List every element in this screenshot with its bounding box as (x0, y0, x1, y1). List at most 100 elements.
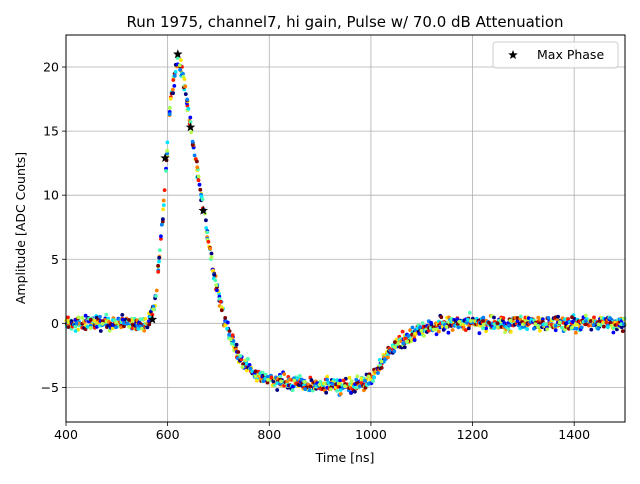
data-point (376, 371, 380, 375)
data-point (88, 317, 93, 322)
data-point (570, 325, 574, 330)
data-point (158, 248, 162, 253)
data-point (138, 317, 143, 322)
data-point (190, 143, 195, 147)
data-point (213, 278, 218, 283)
data-point (167, 112, 172, 116)
data-point (200, 197, 205, 202)
data-point (509, 330, 513, 334)
data-point (484, 326, 488, 331)
data-point (466, 326, 471, 331)
data-point (171, 78, 176, 82)
data-point (236, 350, 241, 354)
data-point (481, 322, 486, 327)
data-point (574, 330, 578, 335)
data-point (450, 328, 455, 332)
data-point (608, 320, 613, 325)
data-point (110, 326, 115, 331)
data-point (246, 357, 250, 361)
data-point (609, 323, 614, 328)
legend-box (492, 41, 619, 69)
data-point (151, 304, 156, 309)
data-point (546, 316, 551, 320)
y-tick-label: 20 (43, 60, 59, 75)
data-point (506, 326, 511, 331)
max-phase-star (185, 122, 196, 132)
data-point (538, 328, 542, 333)
data-point (159, 234, 163, 239)
data-point (215, 288, 219, 293)
data-point (157, 255, 162, 260)
plot-area-frame (65, 34, 626, 423)
data-point (507, 323, 511, 328)
y-tick-label: 10 (43, 188, 59, 203)
data-point (392, 349, 397, 354)
data-point (151, 307, 156, 312)
data-point (154, 294, 158, 298)
max-phase-star (198, 205, 208, 215)
data-point (171, 91, 176, 95)
data-point (156, 270, 161, 274)
data-point (98, 314, 102, 319)
grid (65, 35, 625, 422)
data-point (307, 388, 312, 393)
data-point (234, 342, 239, 347)
data-point (73, 329, 78, 333)
data-point (487, 320, 491, 325)
data-point (282, 372, 287, 376)
max-phase-markers (147, 49, 208, 324)
data-point (254, 378, 259, 383)
data-point (553, 328, 558, 333)
data-point (501, 316, 506, 320)
data-point (159, 222, 164, 227)
data-point (405, 339, 409, 344)
data-point (545, 327, 549, 332)
data-point (584, 322, 588, 327)
data-point (574, 326, 579, 331)
data-point (76, 315, 81, 320)
data-point (145, 325, 150, 330)
data-point (265, 380, 270, 385)
data-point (206, 239, 211, 244)
data-point (308, 384, 313, 389)
max-phase-star (173, 49, 183, 59)
data-point (244, 368, 249, 373)
data-point (495, 321, 500, 326)
data-point (553, 324, 558, 328)
data-point (205, 230, 210, 235)
data-point (114, 325, 118, 330)
data-point (136, 327, 141, 331)
data-point (66, 325, 71, 329)
data-point (396, 341, 400, 346)
data-point (521, 322, 525, 327)
data-point (106, 323, 111, 328)
data-point (80, 315, 84, 320)
data-point (83, 327, 88, 332)
x-tick-label: 1400 (558, 427, 590, 442)
data-points (64, 54, 627, 397)
data-point (161, 203, 166, 208)
x-tick-label: 1200 (457, 427, 489, 442)
data-point (198, 187, 203, 192)
data-point (271, 379, 276, 384)
data-point (347, 375, 352, 380)
data-point (303, 387, 308, 391)
data-point (154, 288, 159, 293)
data-point (167, 106, 172, 110)
data-point (419, 328, 424, 333)
data-point (66, 315, 70, 320)
data-point (227, 332, 232, 337)
data-point (358, 384, 362, 389)
data-point (583, 313, 588, 318)
data-point (495, 325, 500, 330)
data-point (297, 383, 302, 387)
data-point (161, 207, 166, 212)
data-point (335, 378, 340, 383)
data-point (282, 383, 286, 388)
data-point (619, 325, 624, 330)
data-point (544, 322, 548, 327)
data-point (107, 328, 112, 333)
data-point (354, 385, 358, 390)
data-point (592, 315, 596, 320)
